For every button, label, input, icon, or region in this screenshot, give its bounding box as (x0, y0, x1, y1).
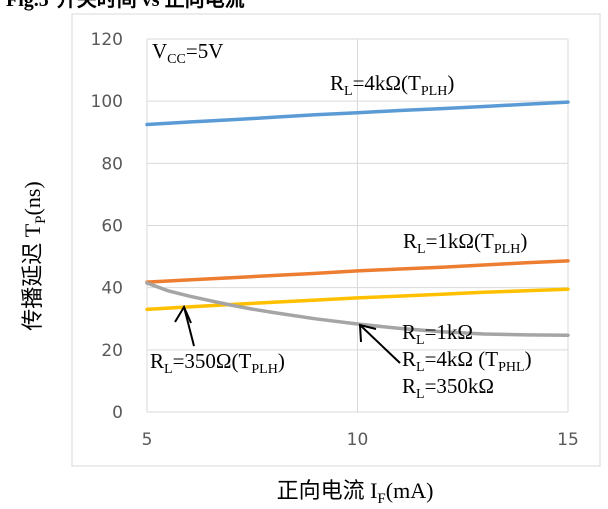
y-tick-label: 100 (91, 92, 123, 112)
label-phl-1k: RL=1kΩ (402, 320, 473, 348)
y-tick-label: 120 (91, 30, 123, 50)
annotation-arrows (174, 304, 401, 364)
arrow-phl-head (358, 323, 377, 343)
figure-label: Fig.5 (6, 0, 49, 11)
label-phl-350k: RL=350kΩ (402, 374, 494, 402)
arrow-phl-shaft (359, 324, 401, 364)
y-axis-title: 传播延迟 TP(ns) (20, 181, 49, 331)
x-tick-label: 10 (347, 430, 369, 450)
figure-title: Fig.5 开关时间 vs 正向电流 (6, 0, 245, 11)
label-350-plh: RL=350Ω(TPLH) (150, 349, 285, 377)
y-tick-label: 60 (101, 217, 123, 237)
grid (146, 38, 569, 413)
label-1k-plh: RL=1kΩ(TPLH) (403, 229, 527, 257)
x-tick-label: 15 (557, 430, 579, 450)
vcc-annotation: VCC=5V (152, 39, 223, 67)
label-phl-4k: RL=4kΩ (TPHL) (402, 347, 532, 375)
series-line-phl (145, 281, 570, 337)
tick-labels: 0 20 40 60 80 100 120 5 10 15 (91, 30, 579, 450)
arrow-350-head (174, 304, 192, 324)
series-lines (145, 100, 570, 337)
x-tick-label: 5 (142, 430, 153, 450)
series-line-4k_plh (145, 100, 570, 127)
figure-title-text: 开关时间 vs 正向电流 (57, 0, 245, 11)
series-line-1k_plh (145, 259, 570, 284)
y-tick-label: 20 (101, 341, 123, 361)
x-axis-title: 正向电流 IF(mA) (277, 478, 434, 504)
arrow-350-shaft (183, 306, 195, 347)
y-tick-label: 80 (101, 154, 123, 174)
series-line-350_plh (145, 287, 570, 312)
y-tick-label: 40 (101, 279, 123, 299)
y-tick-label: 0 (112, 403, 123, 423)
label-4k-plh: RL=4kΩ(TPLH) (330, 71, 454, 99)
